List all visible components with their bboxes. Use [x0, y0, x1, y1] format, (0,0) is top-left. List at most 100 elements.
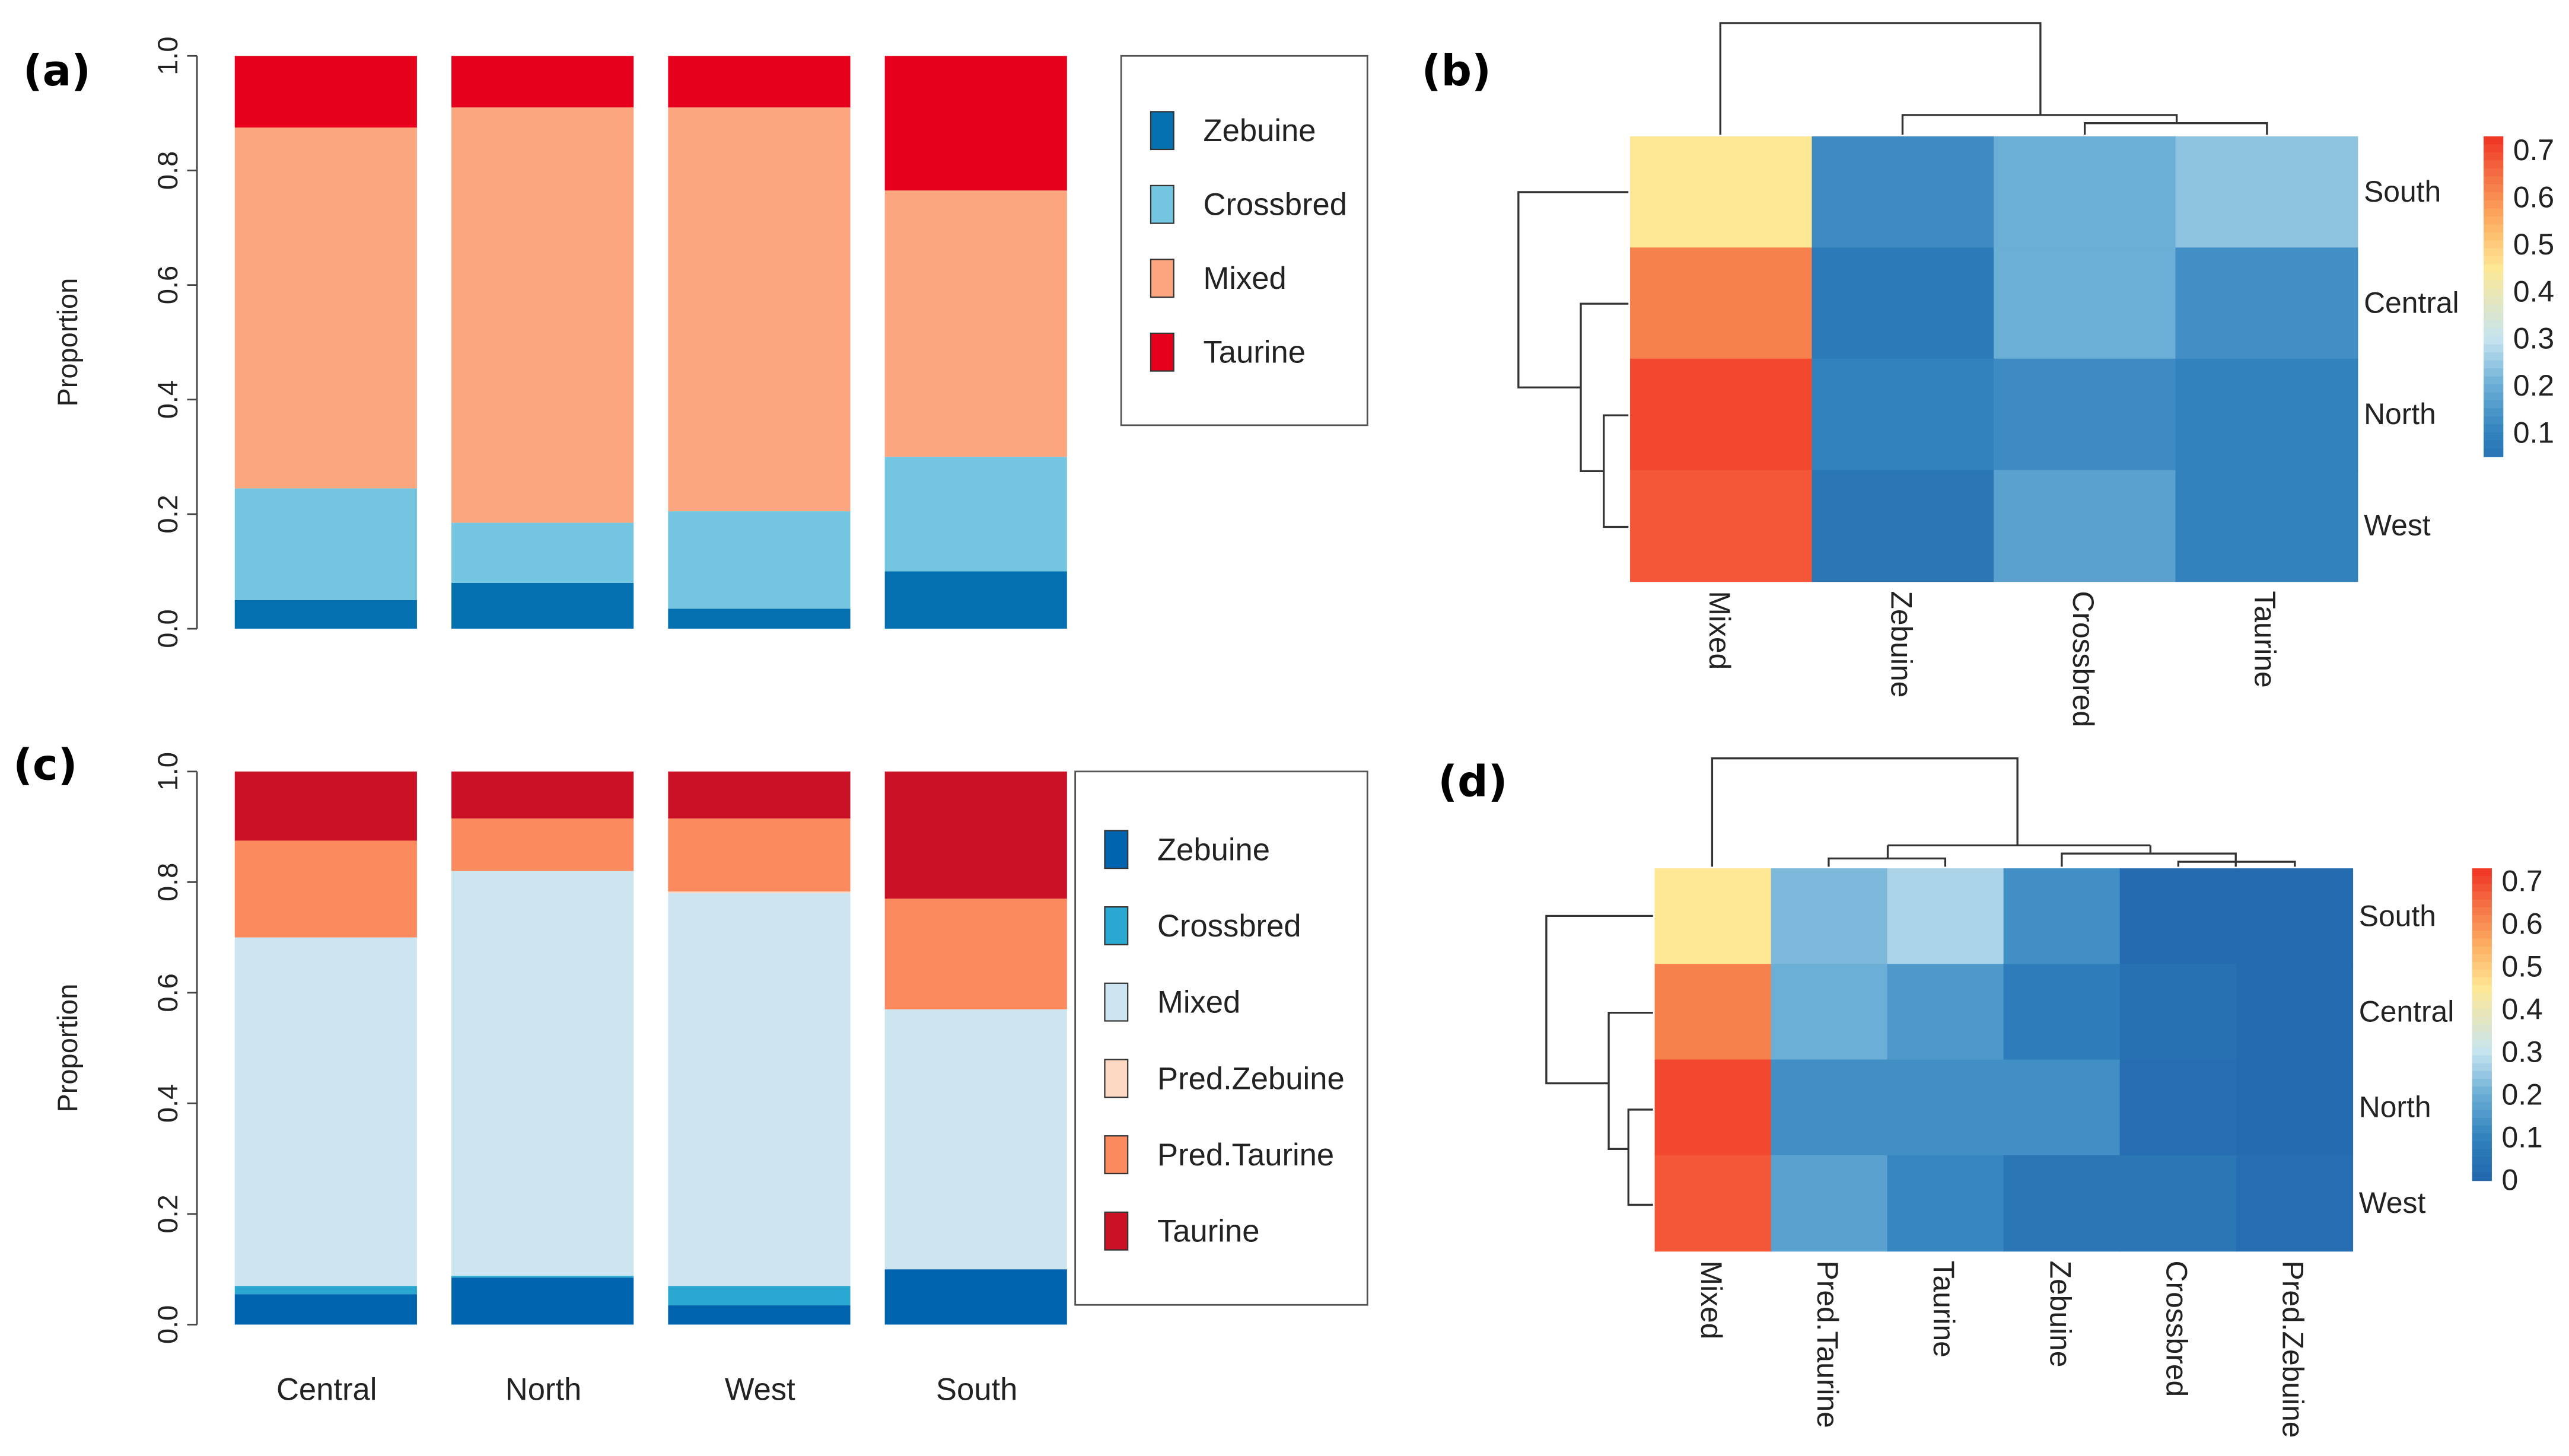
bar-segment-zebuine: [234, 600, 417, 629]
y-tick-label: 1.0: [152, 37, 183, 75]
bar-segment-pred-taurine: [668, 818, 851, 892]
colorbar-segment: [2484, 296, 2504, 305]
colorbar-segment: [2484, 376, 2504, 385]
colorbar-segment: [2472, 931, 2492, 939]
legend-swatch: [1104, 1211, 1129, 1251]
heatmap-cell: [2003, 1059, 2121, 1156]
colorbar-segment: [2472, 977, 2492, 986]
bar-segment-mixed: [668, 107, 851, 512]
colorbar-segment: [2484, 160, 2504, 170]
column-label: Pred.Zebuine: [2276, 1261, 2309, 1438]
colorbar-segment: [2484, 448, 2504, 457]
column-label: Mixed: [1695, 1261, 1728, 1340]
heatmap-cell: [2003, 868, 2121, 965]
colorbar-segment: [2484, 216, 2504, 225]
colorbar-segment: [2472, 1102, 2492, 1111]
legend-label: Zebuine: [1157, 832, 1270, 867]
colorbar-segment: [2472, 884, 2492, 893]
heatmap-cell: [2119, 868, 2237, 965]
colorbar-tick-label: 0: [2502, 1164, 2519, 1197]
heatmap-cell: [1771, 868, 1888, 965]
colorbar-segment: [2484, 304, 2504, 314]
x-category-label: Central: [276, 1372, 377, 1407]
legend-label: Mixed: [1157, 985, 1240, 1020]
colorbar-tick-label: 0.2: [2502, 1078, 2543, 1111]
colorbar-segment: [2484, 192, 2504, 202]
row-label: West: [2359, 1186, 2426, 1219]
colorbar-segment: [2484, 352, 2504, 361]
stacked-bar-chart-c: 0.0 0.2 0.4 0.6 0.8 1.0 Proportion Central North…: [52, 752, 1368, 1407]
row-dendrogram-b: [1517, 191, 1629, 528]
colorbar-segment: [2472, 993, 2492, 1002]
bar-segment-taurine: [668, 771, 851, 819]
legend-swatch: [1104, 906, 1129, 945]
bar-segment-zebuine: [668, 1305, 851, 1325]
legend-swatch: [1104, 1059, 1129, 1098]
legend-swatch: [1104, 830, 1129, 869]
heatmap-cell: [1630, 136, 1813, 248]
heatmap-cell: [1887, 1059, 2005, 1156]
y-axis-label: Proportion: [52, 984, 83, 1113]
heatmap-cell: [1812, 136, 1995, 248]
heatmap-cell: [1771, 964, 1888, 1060]
bar-segment-crossbred: [668, 511, 851, 609]
colorbar-segment: [2472, 1133, 2492, 1142]
colorbar-segment: [2484, 408, 2504, 418]
colorbar-segment: [2472, 946, 2492, 955]
panel-label-d: (d): [1438, 756, 1507, 806]
colorbar-tick-label: 0.2: [2513, 369, 2554, 402]
heatmap-cell: [1994, 470, 2176, 582]
bar-segment-mixed: [451, 871, 634, 1276]
y-tick-label: 0.6: [152, 973, 183, 1012]
heatmap-cell: [1654, 1155, 1772, 1252]
heatmap-cell: [2175, 470, 2358, 582]
bar-segment-zebuine: [668, 608, 851, 629]
colorbar-segment: [2472, 907, 2492, 916]
y-tick-label: 0.4: [152, 380, 183, 419]
heatmap-cell: [1654, 868, 1772, 965]
y-tick-label: 0.8: [152, 151, 183, 190]
colorbar-segment: [2472, 1063, 2492, 1072]
y-tick-label: 0.4: [152, 1084, 183, 1123]
heatmap-cell: [1887, 868, 2005, 965]
colorbar-segment: [2472, 1032, 2492, 1041]
row-label: South: [2364, 175, 2441, 208]
heatmap-b: South Central North West Mixed Zebuine Crossbr…: [1630, 133, 2554, 727]
heatmap-cell: [1812, 470, 1995, 582]
colorbar-segment: [2472, 1001, 2492, 1010]
bar-segment-mixed: [451, 107, 634, 523]
heatmap-cell: [1771, 1155, 1888, 1252]
legend-label: Crossbred: [1204, 187, 1348, 222]
heatmap-cell: [1654, 1059, 1772, 1156]
colorbar-segment: [2472, 1071, 2492, 1080]
colorbar-segment: [2484, 232, 2504, 241]
bar-segment-pred-taurine: [884, 899, 1067, 1009]
colorbar-segment: [2472, 891, 2492, 901]
colorbar-segment: [2472, 1094, 2492, 1103]
colorbar-segment: [2484, 320, 2504, 330]
colorbar-segment: [2472, 868, 2492, 877]
colorbar-segment: [2484, 256, 2504, 266]
colorbar-segment: [2484, 224, 2504, 234]
legend-swatch: [1150, 332, 1174, 372]
legend-label: Taurine: [1157, 1214, 1259, 1249]
heatmap-cell: [1654, 964, 1772, 1060]
y-tick-label: 0.2: [152, 1194, 183, 1233]
row-label: North: [2364, 397, 2436, 431]
bar-segment-mixed: [234, 937, 417, 1286]
heatmap-d: South Central North West Mixed Pred.Taurine Ta…: [1654, 864, 2543, 1438]
colorbar-segment: [2472, 876, 2492, 885]
colorbar-segment: [2472, 1079, 2492, 1088]
colorbar-segment: [2472, 1040, 2492, 1049]
y-tick-label: 0.0: [152, 609, 183, 648]
bar-segment-zebuine: [884, 571, 1067, 629]
bar-segment-crossbred: [234, 488, 417, 600]
legend-label: Pred.Zebuine: [1157, 1061, 1345, 1096]
colorbar-segment: [2484, 200, 2504, 209]
heatmap-cell: [2236, 868, 2354, 965]
bar-segment-crossbred: [884, 457, 1067, 572]
x-category-label: South: [936, 1372, 1017, 1407]
column-label: Taurine: [2248, 591, 2281, 687]
heatmap-cell: [2236, 1059, 2354, 1156]
